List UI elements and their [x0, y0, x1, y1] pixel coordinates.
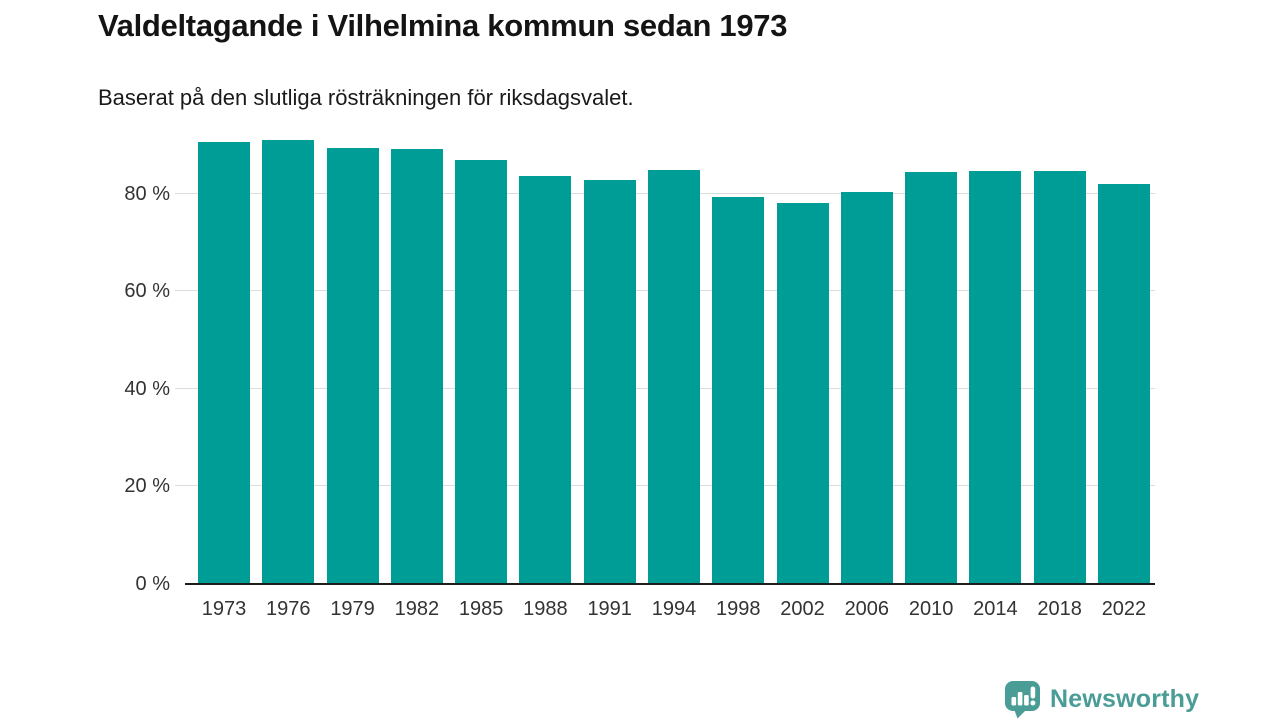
y-axis-tick-label-60: 60 %: [124, 280, 170, 303]
x-axis-tick-label-2010: 2010: [908, 598, 954, 620]
bar-1976: [262, 139, 315, 584]
x-axis-tick-label-1988: 1988: [523, 598, 568, 620]
bar-1973: [198, 142, 250, 584]
bar-1998: [712, 196, 765, 584]
bar-2010: [905, 172, 958, 584]
x-axis-tick-label-1998: 1998: [716, 598, 761, 620]
bar-2002: [776, 202, 829, 584]
bar-2014: [969, 171, 1022, 584]
x-axis-tick-label-1976: 1976: [266, 598, 311, 620]
y-axis-tick-label-0: 0 %: [135, 573, 170, 595]
bar-2018: [1033, 171, 1086, 584]
bar-1979: [326, 148, 379, 584]
newsworthy-icon: [1005, 681, 1040, 719]
brand-name: Newsworthy: [1050, 684, 1200, 713]
chart-subtitle: Baserat på den slutliga rösträkningen fö…: [98, 85, 634, 110]
x-axis-tick-label-1985: 1985: [458, 598, 504, 620]
brand-logo[interactable]: Newsworthy: [1004, 679, 1199, 719]
chart-title: Valdeltagande i Vilhelmina kommun sedan …: [98, 8, 788, 43]
x-axis-tick-label-2018: 2018: [1037, 598, 1082, 620]
bar-1985: [455, 159, 508, 584]
x-axis-tick-label-2014: 2014: [973, 598, 1018, 620]
x-axis-tick-label-2006: 2006: [844, 598, 890, 620]
bar-1982: [390, 149, 443, 584]
x-axis-line: [185, 583, 1155, 585]
bar-1988: [519, 176, 572, 584]
x-axis-tick-label-1973: 1973: [201, 598, 247, 620]
y-axis-tick-label-80: 80 %: [124, 182, 170, 205]
x-axis-tick-label-1994: 1994: [651, 598, 697, 620]
bar-1994: [647, 169, 700, 584]
y-axis-tick-label-40: 40 %: [124, 377, 170, 400]
x-axis-tick-label-1982: 1982: [394, 598, 440, 620]
bar-chart-plot: 1973 1976 1979 1982 1985 1988 1991 1994 1998 2002…: [175, 135, 1155, 620]
y-axis-tick-label-20: 20 %: [124, 475, 170, 498]
x-axis-tick-label-1979: 1979: [330, 598, 375, 620]
bar-2022: [1097, 184, 1150, 584]
bar-series: [198, 135, 1150, 584]
x-axis-tick-label-2022: 2022: [1101, 598, 1147, 620]
x-axis-tick-label-2002: 2002: [780, 598, 825, 620]
x-axis-tick-label-1991: 1991: [587, 598, 632, 620]
bar-1991: [583, 180, 636, 584]
bar-2006: [840, 191, 893, 584]
x-axis-tick-labels: 1973 1976 1979 1982 1985 1988 1991 1994 1998 2002…: [198, 596, 1150, 622]
